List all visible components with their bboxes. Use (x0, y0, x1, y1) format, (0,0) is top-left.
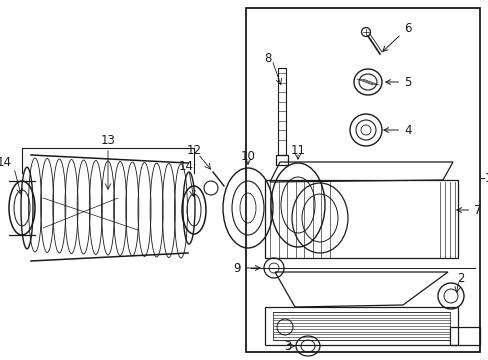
Bar (278, 68, 285, 155)
Text: 2: 2 (456, 271, 464, 284)
Bar (449, 327, 479, 345)
Text: 14: 14 (0, 157, 12, 170)
Text: 9: 9 (233, 261, 260, 274)
Text: 3: 3 (284, 339, 291, 352)
Text: 10: 10 (240, 149, 255, 162)
Bar (272, 312, 449, 340)
Text: 5: 5 (385, 76, 410, 89)
Text: 7: 7 (456, 203, 481, 216)
Text: 6: 6 (382, 22, 411, 51)
Text: 12: 12 (186, 144, 201, 157)
Text: 11: 11 (290, 144, 305, 157)
Text: 8: 8 (264, 51, 271, 64)
Bar (245, 8, 479, 352)
Bar (264, 180, 457, 258)
Text: 13: 13 (101, 134, 115, 147)
Bar (275, 155, 287, 165)
Bar (264, 307, 457, 345)
Text: 4: 4 (383, 123, 411, 136)
Text: 14: 14 (178, 159, 193, 172)
Text: 1: 1 (484, 171, 488, 184)
